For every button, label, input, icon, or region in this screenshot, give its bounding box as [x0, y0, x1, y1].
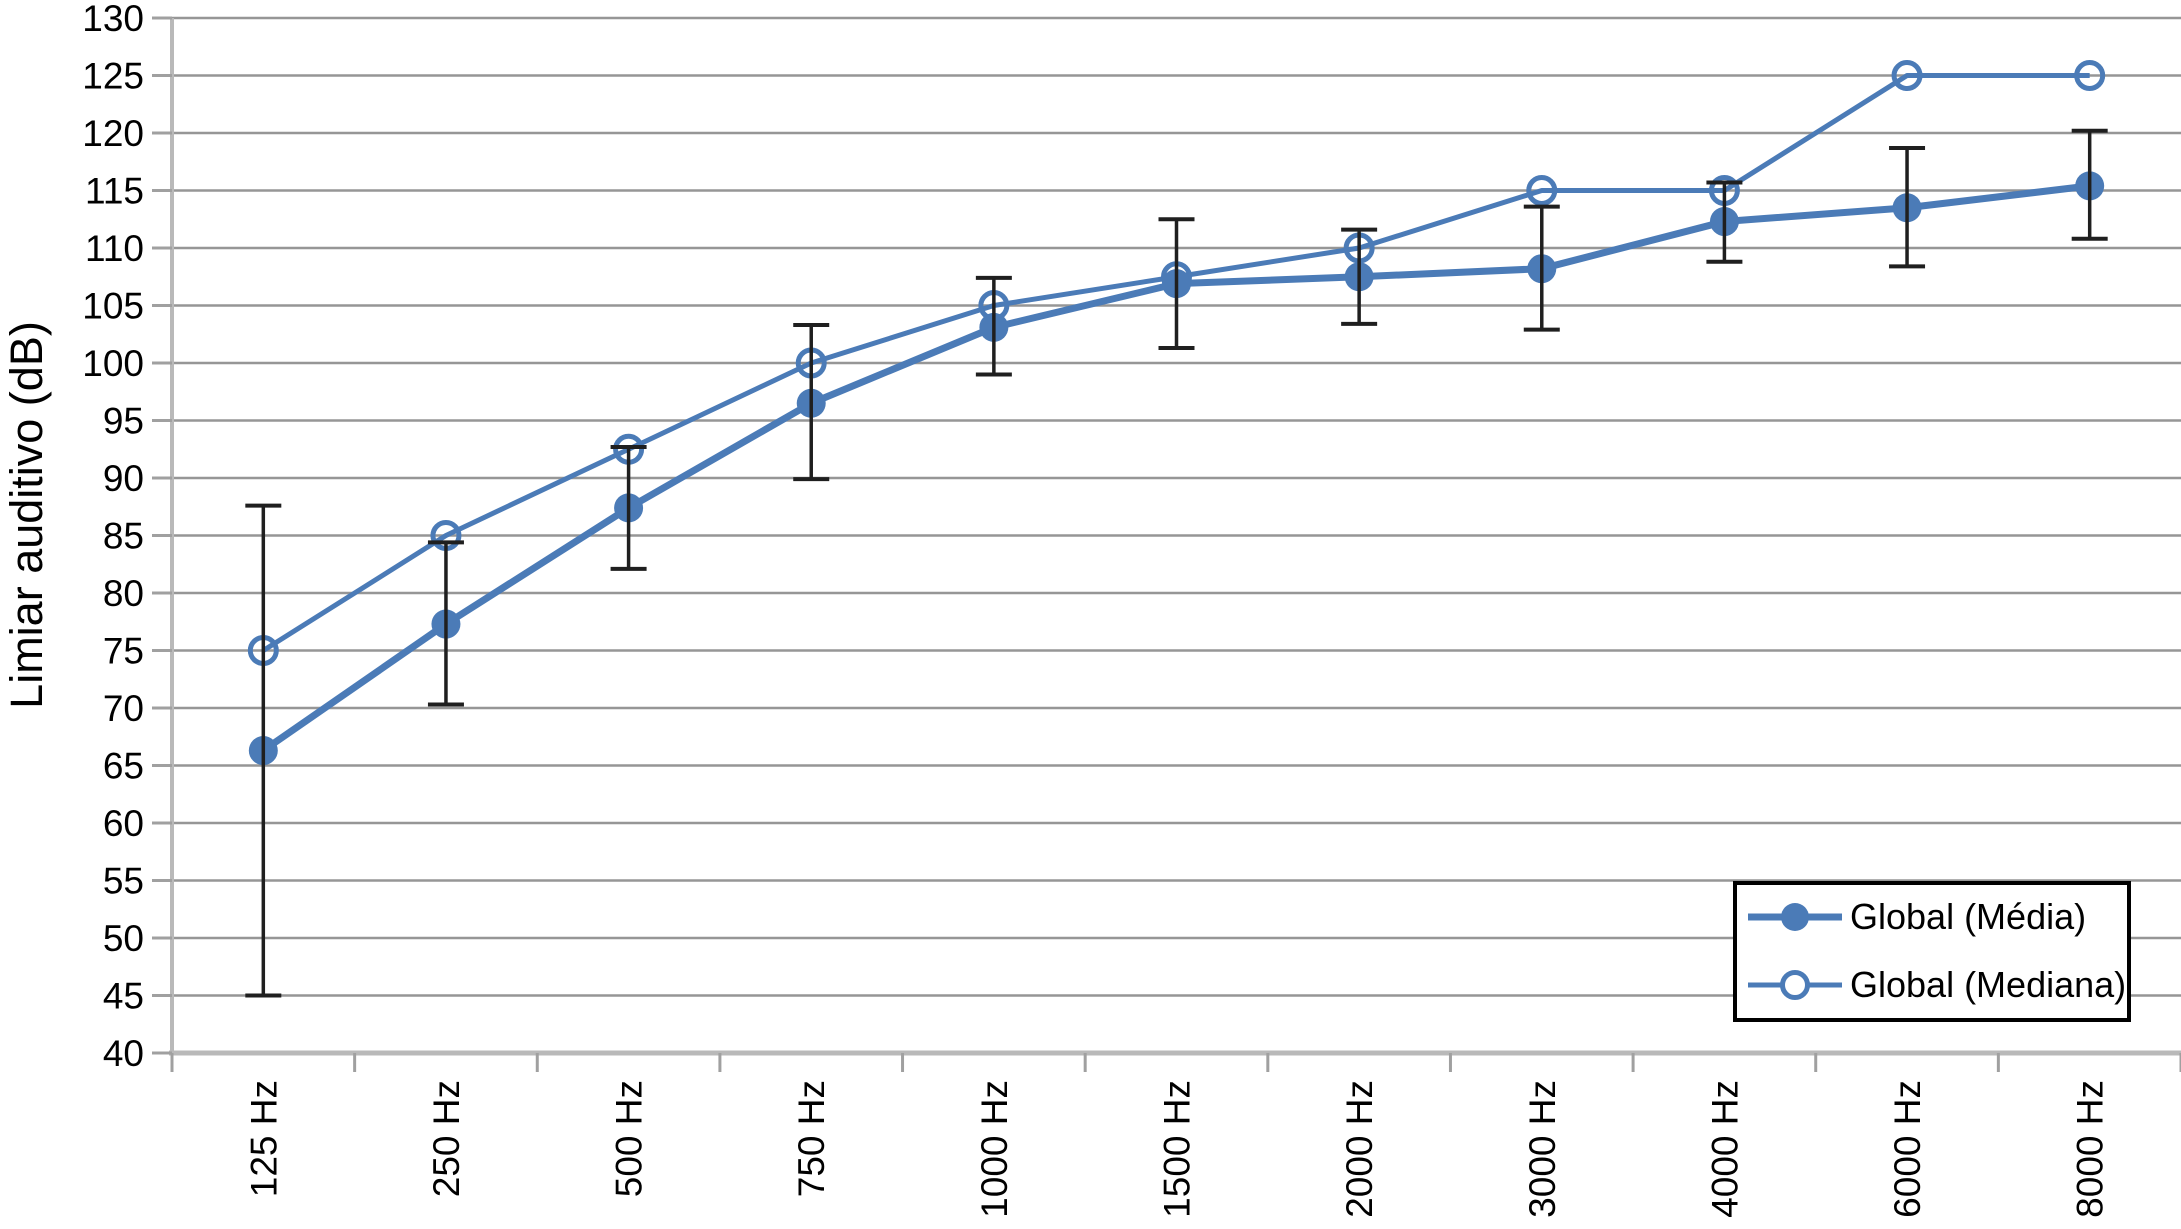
y-tick-label: 55 [103, 861, 144, 902]
y-tick-label: 105 [82, 286, 144, 327]
y-tick-label: 90 [103, 458, 144, 499]
axes [152, 16, 2181, 1072]
y-tick-label: 100 [82, 343, 144, 384]
x-tick-label: 500 Hz [609, 1080, 650, 1197]
x-tick-labels: 125 Hz 250 Hz 500 Hz 750 Hz 1000 Hz 1500 Hz 20… [243, 1080, 2110, 1218]
error-bars [245, 128, 2108, 998]
y-tick-labels: 40 45 50 55 60 65 70 75 80 85 90 95 100 105 110 115 120 1… [82, 0, 144, 1074]
y-tick-label: 115 [85, 171, 144, 212]
x-tick-label: 2000 Hz [1339, 1080, 1380, 1218]
x-tick-label: 250 Hz [426, 1080, 467, 1197]
y-tick-label: 80 [103, 573, 144, 614]
mediana-open-circle-marker [1526, 175, 1558, 206]
y-tick-label: 60 [103, 803, 144, 844]
y-tick-label: 130 [82, 0, 144, 39]
y-tick-label: 70 [103, 688, 144, 729]
y-axis-title: Limiar auditivo (dB) [1, 321, 52, 709]
y-tick-label: 120 [82, 113, 144, 154]
x-tick-label: 750 Hz [791, 1080, 832, 1197]
y-tick-label: 45 [103, 976, 144, 1017]
y-tick-label: 40 [103, 1033, 144, 1074]
y-tick-label: 65 [103, 746, 144, 787]
x-tick-label: 3000 Hz [1522, 1080, 1563, 1218]
x-tick-label: 1000 Hz [974, 1080, 1015, 1218]
mediana-open-circle-marker [1891, 60, 1923, 91]
x-tick-label: 6000 Hz [1887, 1080, 1928, 1218]
x-tick-label: 125 Hz [243, 1080, 284, 1197]
legend-label: Global (Média) [1850, 896, 2086, 937]
legend: Global (Média) Global (Mediana) [1733, 881, 2131, 1022]
legend-item: Global (Mediana) [1748, 964, 2126, 1005]
x-tick-label: 4000 Hz [1704, 1080, 1745, 1218]
y-tick-label: 95 [103, 401, 144, 442]
legend-open-circle-icon [1780, 970, 1810, 1000]
x-tick-label: 8000 Hz [2070, 1080, 2111, 1218]
y-tick-label: 85 [103, 516, 144, 557]
y-tick-label: 50 [103, 918, 144, 959]
legend-filled-circle-icon [1781, 903, 1809, 931]
legend-label: Global (Mediana) [1850, 964, 2126, 1005]
y-tick-label: 75 [103, 631, 144, 672]
mediana-open-circle-marker [2074, 60, 2106, 91]
y-tick-label: 110 [85, 228, 144, 269]
y-tick-label: 125 [82, 56, 144, 97]
x-tick-label: 1500 Hz [1157, 1080, 1198, 1218]
legend-item: Global (Média) [1748, 896, 2086, 937]
